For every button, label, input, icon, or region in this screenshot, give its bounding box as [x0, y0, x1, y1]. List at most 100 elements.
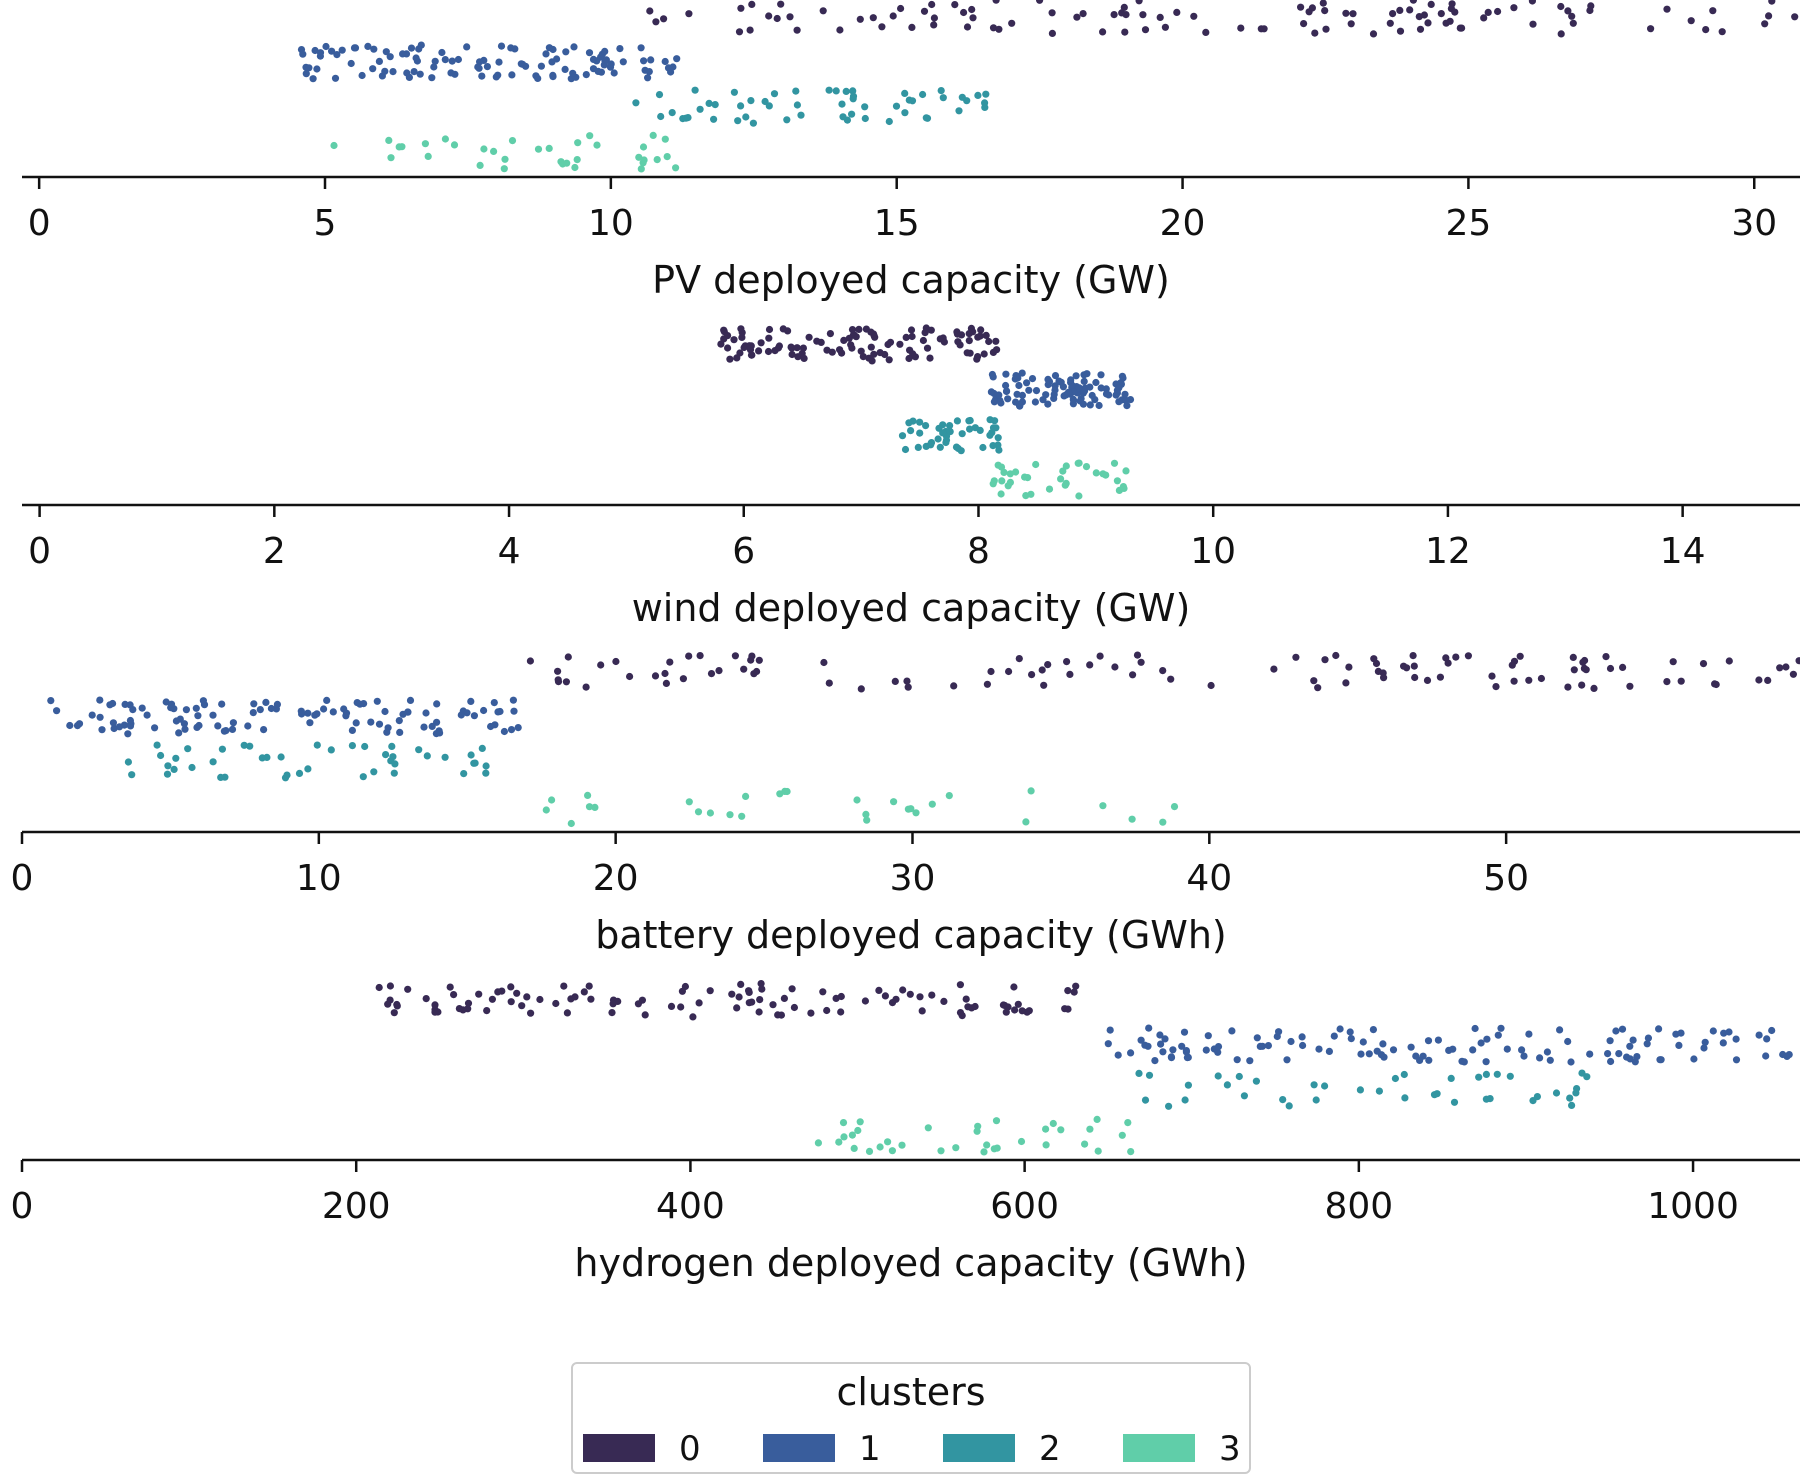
data-point	[240, 741, 248, 749]
data-point	[542, 50, 550, 58]
data-point	[1590, 684, 1598, 693]
data-point	[884, 1138, 892, 1146]
data-point	[450, 141, 459, 149]
data-point	[1092, 378, 1100, 387]
data-point	[1321, 7, 1329, 15]
data-point	[908, 23, 916, 31]
data-point	[724, 344, 732, 352]
data-point	[1380, 674, 1388, 682]
data-point	[1321, 1082, 1329, 1090]
data-point	[1038, 666, 1046, 674]
data-point	[209, 711, 217, 719]
data-point	[441, 135, 449, 143]
data-point	[779, 325, 787, 333]
data-point	[1619, 663, 1627, 672]
data-point	[861, 103, 869, 111]
data-point	[903, 677, 911, 685]
data-point	[835, 1138, 843, 1146]
data-point	[467, 697, 475, 706]
data-point	[855, 325, 863, 333]
data-point	[431, 1008, 439, 1016]
data-point	[1145, 1071, 1154, 1079]
data-point	[260, 726, 268, 734]
data-point	[1615, 1050, 1623, 1058]
data-point	[1097, 371, 1105, 379]
data-point	[1144, 1042, 1152, 1050]
data-point	[914, 443, 922, 451]
data-point	[793, 344, 801, 352]
data-point	[980, 1148, 988, 1156]
data-point	[1279, 1096, 1287, 1104]
data-point	[1525, 676, 1533, 684]
data-point	[989, 480, 997, 488]
data-point	[773, 14, 781, 23]
data-point	[386, 53, 394, 61]
data-point	[1207, 681, 1215, 690]
data-point	[1434, 1036, 1442, 1044]
data-point	[1080, 377, 1088, 385]
data-point	[1099, 470, 1107, 478]
data-point	[1701, 1038, 1709, 1046]
data-point	[826, 330, 835, 338]
data-point	[570, 43, 578, 51]
data-point	[1240, 1092, 1248, 1100]
data-point	[720, 335, 728, 343]
data-point	[126, 701, 134, 709]
data-point	[1050, 390, 1058, 398]
data-point	[385, 136, 393, 144]
data-point	[965, 337, 973, 345]
data-point	[848, 344, 856, 352]
data-point	[110, 724, 118, 733]
data-point	[765, 12, 773, 20]
data-point	[640, 156, 648, 164]
data-point	[1002, 381, 1010, 390]
data-point	[1791, 13, 1799, 21]
data-point	[433, 700, 441, 708]
data-point	[1449, 1045, 1457, 1053]
data-point	[1133, 651, 1142, 659]
data-point	[1015, 381, 1023, 390]
data-point	[404, 985, 412, 993]
data-point	[885, 117, 893, 126]
data-point	[660, 15, 668, 23]
data-point	[1023, 379, 1031, 387]
data-point	[494, 988, 502, 996]
data-point	[696, 105, 704, 113]
data-point	[1067, 376, 1075, 384]
data-point	[939, 94, 947, 102]
data-point	[88, 711, 96, 719]
data-point	[1120, 3, 1128, 11]
data-point	[1529, 20, 1537, 28]
data-point	[817, 338, 825, 346]
data-point	[995, 25, 1003, 33]
data-point	[1494, 1031, 1502, 1039]
data-point	[126, 716, 134, 725]
data-point	[916, 429, 924, 437]
data-point	[634, 1000, 643, 1008]
legend-label-3: 3	[1219, 1429, 1241, 1469]
data-point	[923, 344, 932, 352]
data-point	[316, 49, 325, 57]
data-point	[342, 712, 350, 720]
data-point	[1626, 1055, 1634, 1063]
data-point	[573, 156, 581, 164]
data-point	[1119, 483, 1127, 491]
data-point	[1762, 1052, 1770, 1060]
data-point	[176, 715, 184, 723]
data-point	[1032, 460, 1040, 469]
data-point	[612, 657, 620, 666]
data-point	[1061, 1005, 1069, 1013]
data-point	[888, 999, 897, 1007]
data-point	[390, 769, 398, 777]
data-point	[980, 350, 988, 358]
data-point	[98, 726, 106, 734]
data-point	[1141, 1096, 1150, 1104]
data-point	[1578, 681, 1586, 689]
data-point	[987, 388, 996, 396]
x-tick-label: 0	[28, 531, 51, 572]
data-point	[1013, 390, 1021, 398]
data-point	[1180, 1028, 1189, 1036]
data-point	[523, 993, 531, 1001]
data-point	[1128, 815, 1136, 823]
data-point	[369, 65, 377, 73]
